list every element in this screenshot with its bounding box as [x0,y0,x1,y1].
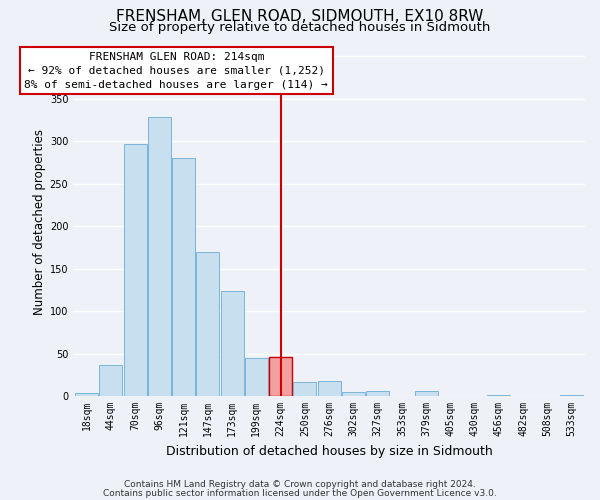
X-axis label: Distribution of detached houses by size in Sidmouth: Distribution of detached houses by size … [166,444,493,458]
Bar [366,391,389,396]
Text: Size of property relative to detached houses in Sidmouth: Size of property relative to detached ho… [109,21,491,34]
Bar [172,158,195,396]
Bar [560,395,583,396]
Bar [415,391,437,396]
Text: Contains HM Land Registry data © Crown copyright and database right 2024.: Contains HM Land Registry data © Crown c… [124,480,476,489]
Bar [342,392,365,396]
Bar [317,381,341,396]
Bar [221,292,244,396]
Bar [269,357,292,396]
Text: FRENSHAM, GLEN ROAD, SIDMOUTH, EX10 8RW: FRENSHAM, GLEN ROAD, SIDMOUTH, EX10 8RW [116,9,484,24]
Bar [99,364,122,396]
Bar [148,117,171,396]
Bar [245,358,268,396]
Bar [196,252,220,396]
Y-axis label: Number of detached properties: Number of detached properties [32,129,46,315]
Bar [487,395,511,396]
Bar [124,144,146,396]
Text: Contains public sector information licensed under the Open Government Licence v3: Contains public sector information licen… [103,488,497,498]
Bar [75,392,98,396]
Bar [293,382,316,396]
Text: FRENSHAM GLEN ROAD: 214sqm
← 92% of detached houses are smaller (1,252)
8% of se: FRENSHAM GLEN ROAD: 214sqm ← 92% of deta… [25,52,328,90]
